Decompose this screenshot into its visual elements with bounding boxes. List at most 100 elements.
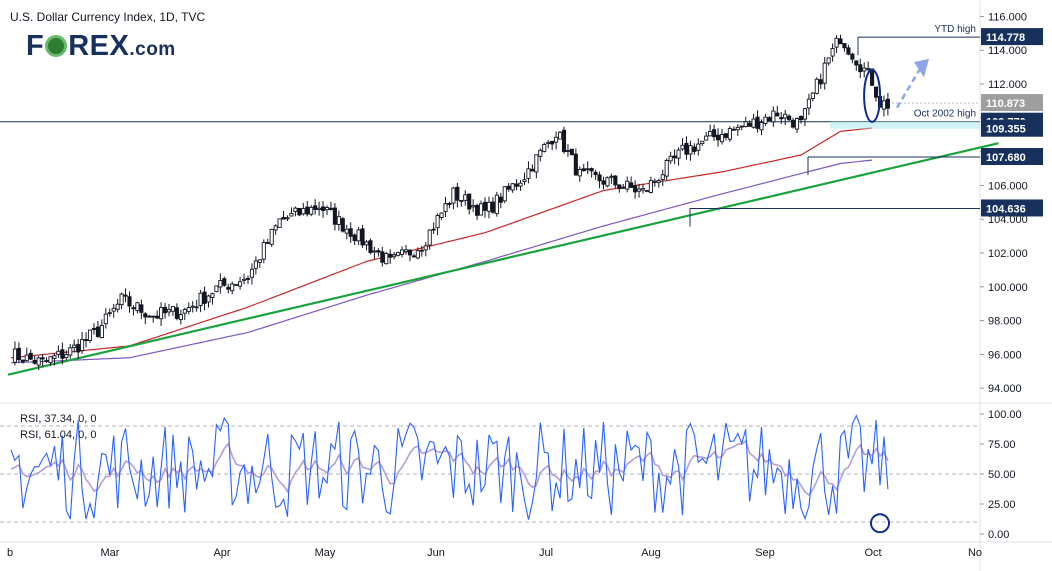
y-tick-label: 114.000 bbox=[988, 45, 1027, 57]
candle bbox=[321, 206, 326, 211]
chart-title: U.S. Dollar Currency Index, 1D, TVC bbox=[10, 10, 206, 24]
y-tick-label: 102.000 bbox=[988, 248, 1028, 260]
candle bbox=[751, 118, 756, 128]
candle bbox=[802, 108, 807, 120]
candle bbox=[285, 217, 290, 220]
candle bbox=[439, 212, 444, 218]
candle bbox=[664, 160, 669, 177]
rsi-legend-2: RSI, 61.04, 0, 0 bbox=[20, 429, 97, 441]
candle bbox=[103, 313, 108, 325]
candle bbox=[218, 280, 223, 288]
candle bbox=[597, 174, 602, 182]
candle bbox=[589, 168, 594, 172]
candle bbox=[585, 168, 590, 171]
price-label-box bbox=[981, 148, 1043, 166]
candle bbox=[83, 339, 89, 342]
candle bbox=[372, 250, 377, 253]
candle bbox=[159, 307, 164, 320]
candle bbox=[72, 344, 77, 349]
y-tick-label: 104.000 bbox=[988, 214, 1028, 226]
candle bbox=[554, 136, 559, 143]
price-label-box bbox=[981, 199, 1043, 217]
candle bbox=[202, 291, 207, 304]
rsi-legend-1: RSI, 37.34, 0, 0 bbox=[20, 413, 97, 425]
candle bbox=[115, 303, 120, 310]
candle bbox=[80, 339, 85, 351]
candle bbox=[143, 313, 148, 318]
rsi-line bbox=[10, 414, 889, 521]
candle bbox=[858, 64, 863, 73]
candle bbox=[269, 228, 274, 245]
candle bbox=[107, 312, 112, 315]
candle bbox=[479, 203, 484, 216]
candle bbox=[44, 360, 49, 362]
price-label: 114.778 bbox=[986, 32, 1025, 44]
candle bbox=[558, 131, 563, 140]
candle bbox=[514, 183, 519, 187]
x-tick-label: No bbox=[968, 547, 982, 559]
candle bbox=[166, 309, 172, 313]
candle bbox=[340, 218, 345, 232]
candle bbox=[463, 194, 468, 201]
candle bbox=[818, 79, 823, 85]
candle bbox=[767, 117, 772, 122]
uptrend-line bbox=[7, 142, 999, 376]
candle bbox=[360, 228, 365, 246]
candle bbox=[24, 354, 29, 362]
candle bbox=[147, 315, 152, 318]
candle bbox=[190, 305, 195, 308]
y-tick-label: 100.000 bbox=[988, 282, 1028, 294]
candle bbox=[455, 186, 460, 201]
candle bbox=[787, 115, 792, 121]
candle bbox=[739, 125, 744, 128]
candle bbox=[490, 201, 495, 213]
price-label: 110.873 bbox=[986, 98, 1025, 110]
candle bbox=[419, 249, 424, 252]
candle bbox=[870, 68, 875, 86]
candle bbox=[534, 154, 539, 173]
candle bbox=[234, 283, 239, 286]
candle bbox=[273, 225, 278, 231]
candle bbox=[277, 218, 282, 228]
candle bbox=[28, 352, 33, 360]
candle bbox=[427, 229, 432, 246]
candle bbox=[151, 315, 156, 318]
candle bbox=[317, 207, 322, 210]
candle bbox=[127, 296, 132, 307]
x-tick-label: b bbox=[7, 547, 13, 559]
x-tick-label: Mar bbox=[101, 547, 120, 559]
candle bbox=[569, 148, 574, 156]
candle bbox=[779, 117, 784, 120]
candle bbox=[388, 253, 393, 258]
x-tick-label: Jun bbox=[427, 547, 445, 559]
level-annotation: YTD high bbox=[934, 24, 976, 35]
candle bbox=[210, 293, 215, 298]
candle bbox=[498, 196, 503, 203]
candle bbox=[625, 180, 630, 190]
candle bbox=[214, 285, 219, 293]
candle bbox=[842, 43, 847, 49]
candle bbox=[838, 38, 843, 45]
candle bbox=[791, 119, 796, 128]
candle bbox=[447, 203, 452, 205]
candle bbox=[332, 207, 337, 225]
candle bbox=[822, 62, 827, 84]
candle bbox=[806, 98, 811, 109]
candle bbox=[91, 328, 96, 330]
candle bbox=[826, 57, 831, 64]
candle bbox=[76, 344, 81, 353]
candle bbox=[297, 207, 302, 216]
candle bbox=[32, 359, 37, 364]
candle bbox=[475, 204, 480, 216]
candle bbox=[265, 241, 270, 244]
candle bbox=[577, 168, 582, 177]
candle bbox=[407, 249, 413, 256]
candle bbox=[704, 135, 709, 141]
candle bbox=[593, 171, 598, 176]
candle bbox=[885, 98, 890, 109]
candle bbox=[763, 116, 768, 124]
candle bbox=[111, 307, 116, 312]
y-tick-label: 98.000 bbox=[988, 316, 1022, 328]
candle bbox=[502, 186, 507, 202]
